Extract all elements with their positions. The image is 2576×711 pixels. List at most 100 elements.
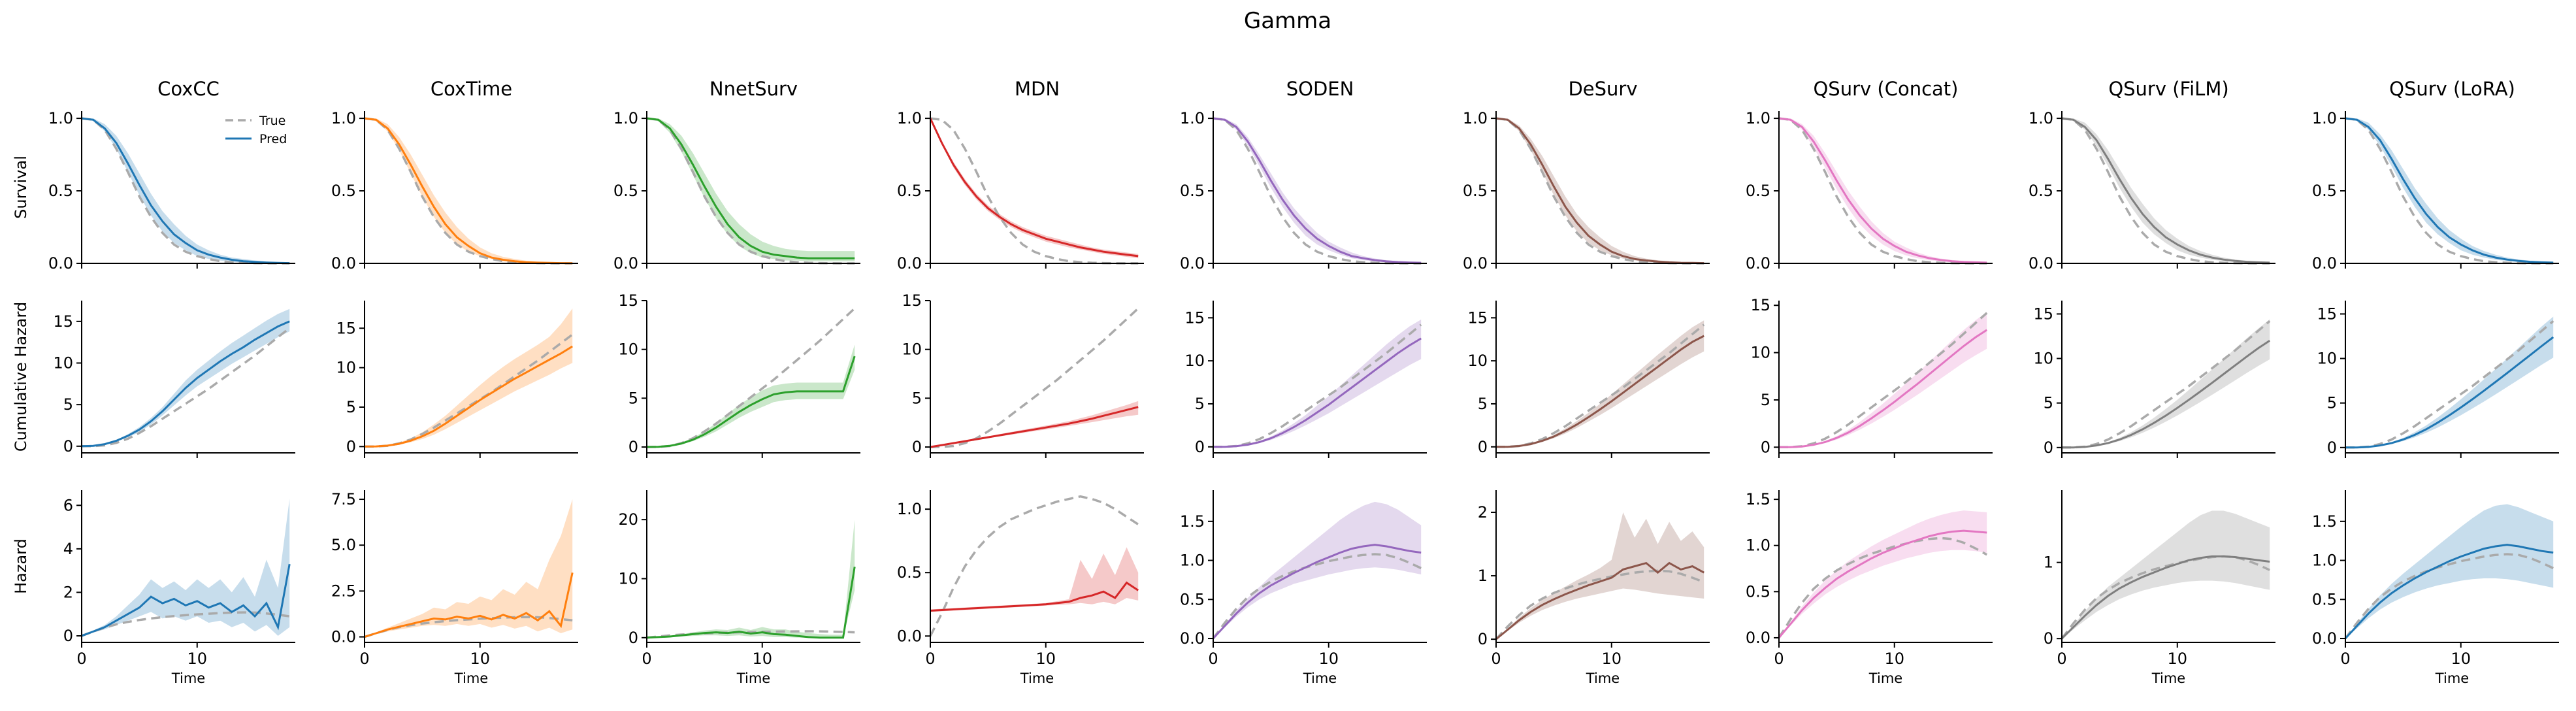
axes-qsurv-lora-hazard: 0.0 0.5 1.0 1.5 0 10 Time: [2312, 490, 2559, 686]
y-tick-label: 1.0: [48, 109, 73, 127]
panel-title-soden: SODEN: [1286, 78, 1354, 100]
y-tick-label: 1.0: [2029, 109, 2053, 127]
legend: True Pred: [225, 114, 287, 146]
y-tick-label: 0.5: [1463, 182, 1488, 200]
axes-coxtime-cumulative-hazard: 0 5 10 15: [336, 301, 578, 458]
pred-band: [647, 344, 855, 447]
panel-title-coxcc: CoxCC: [157, 78, 220, 100]
y-tick-label: 0.0: [897, 254, 922, 273]
pred-line: [1495, 117, 1704, 265]
y-tick-label: 15: [2033, 305, 2053, 323]
pred-band: [1496, 512, 1704, 640]
true-line: [929, 495, 1139, 637]
y-tick-label: 1.0: [1746, 537, 1770, 555]
x-axis-label: Time: [1586, 670, 1620, 686]
y-tick-label: 0: [1478, 438, 1488, 456]
figure-title: Gamma: [1244, 8, 1331, 34]
panel-title-desurv: DeSurv: [1568, 78, 1637, 100]
panel-title-qsurv-film: QSurv (FiLM): [2108, 78, 2228, 100]
y-tick-label: 0: [628, 438, 638, 456]
y-tick-label: 0.0: [897, 627, 922, 645]
pred-line: [2061, 555, 2270, 640]
y-tick-label: 0.5: [331, 182, 356, 200]
x-axis-label: Time: [1303, 670, 1337, 686]
y-tick-label: 10: [618, 569, 638, 587]
true-line: [81, 327, 291, 448]
x-tick-label: 0: [2057, 650, 2066, 668]
y-tick-label: 0.5: [2312, 182, 2337, 200]
axes-coxtime-survival: 0.0 0.5 1.0: [331, 109, 578, 273]
axes-qsurv-film-survival: 0.0 0.5 1.0: [2029, 109, 2275, 273]
y-tick-label: 0.0: [2029, 254, 2053, 273]
true-line: [1778, 312, 1988, 449]
y-tick-label: 7.5: [331, 490, 356, 508]
y-tick-label: 1.0: [897, 109, 922, 127]
axes-qsurv-film-cumulative-hazard: 0 5 10 15: [2033, 301, 2275, 458]
true-line: [1495, 569, 1704, 640]
axes-qsurv-concat-survival: 0.0 0.5 1.0: [1746, 109, 1993, 273]
y-tick-label: 5: [346, 398, 356, 416]
y-tick-label: 1: [2044, 554, 2053, 572]
x-tick-label: 0: [925, 650, 935, 668]
true-line: [1213, 323, 1422, 448]
y-tick-label: 1.0: [331, 109, 356, 127]
y-tick-label: 5.0: [331, 536, 356, 554]
panel-title-qsurv-concat: QSurv (Concat): [1813, 78, 1958, 100]
axes-coxcc-hazard: 0 2 4 6 0 10 Time Hazard: [12, 490, 295, 686]
y-tick-label: 15: [2317, 305, 2337, 323]
panel-title-coxtime: CoxTime: [431, 78, 512, 100]
x-tick-label: 10: [1318, 650, 1339, 668]
axes-nnetsurv-hazard: 0 10 20 0 10 Time: [618, 490, 860, 686]
pred-band: [1779, 510, 1987, 638]
y-tick-label: 0: [63, 437, 73, 455]
y-tick-label: 10: [1184, 352, 1205, 370]
y-tick-label: 10: [2317, 350, 2337, 368]
pred-line: [930, 581, 1139, 612]
y-tick-label: 0: [63, 627, 73, 645]
x-tick-label: 10: [1035, 650, 1056, 668]
axes-nnetsurv-survival: 0.0 0.5 1.0: [613, 109, 860, 273]
y-tick-label: 0.0: [2312, 254, 2337, 273]
x-axis-label: Time: [2151, 670, 2185, 686]
pred-line: [81, 320, 290, 448]
pred-line: [646, 356, 856, 448]
pred-band: [1213, 118, 1422, 263]
panel-grid: CoxCC0.00.51.0SurvivalTruePred051015Cumu…: [12, 78, 2559, 686]
pred-band: [365, 308, 573, 447]
y-tick-label: 15: [902, 291, 922, 310]
y-tick-label: 15: [53, 312, 73, 331]
pred-line: [929, 118, 1139, 257]
pred-line: [1778, 117, 1987, 264]
pred-band: [365, 499, 573, 637]
x-axis-label: Time: [1020, 670, 1054, 686]
pred-line: [1495, 561, 1704, 640]
y-tick-label: 0.0: [613, 254, 638, 273]
y-tick-label: 0: [2044, 629, 2053, 648]
x-tick-label: 10: [752, 650, 772, 668]
axes-qsurv-lora-cumulative-hazard: 0 5 10 15: [2317, 301, 2559, 458]
y-tick-label: 15: [1467, 308, 1488, 327]
pred-line: [2345, 117, 2554, 264]
y-tick-label: 5: [1478, 395, 1488, 413]
y-tick-label: 20: [618, 510, 638, 529]
y-tick-label: 5: [1761, 391, 1770, 409]
pred-line: [364, 117, 573, 265]
axes-desurv-cumulative-hazard: 0 5 10 15: [1467, 301, 1710, 458]
pred-line: [2344, 544, 2554, 640]
pred-band: [1213, 501, 1422, 638]
y-tick-label: 0.5: [613, 182, 638, 200]
pred-band: [2062, 319, 2270, 448]
y-tick-label: 1.0: [2312, 109, 2337, 127]
y-tick-label: 1.0: [1463, 109, 1488, 127]
y-tick-label: 1.0: [1746, 109, 1770, 127]
legend-pred-label: Pred: [259, 132, 287, 146]
y-tick-label: 10: [336, 359, 356, 377]
pred-line: [1212, 544, 1422, 640]
x-tick-label: 10: [2167, 650, 2187, 668]
pred-line: [81, 563, 291, 637]
true-line: [81, 611, 290, 637]
y-tick-label: 15: [336, 319, 356, 337]
pred-band: [82, 499, 290, 636]
y-tick-label: 1.0: [1180, 552, 1205, 570]
